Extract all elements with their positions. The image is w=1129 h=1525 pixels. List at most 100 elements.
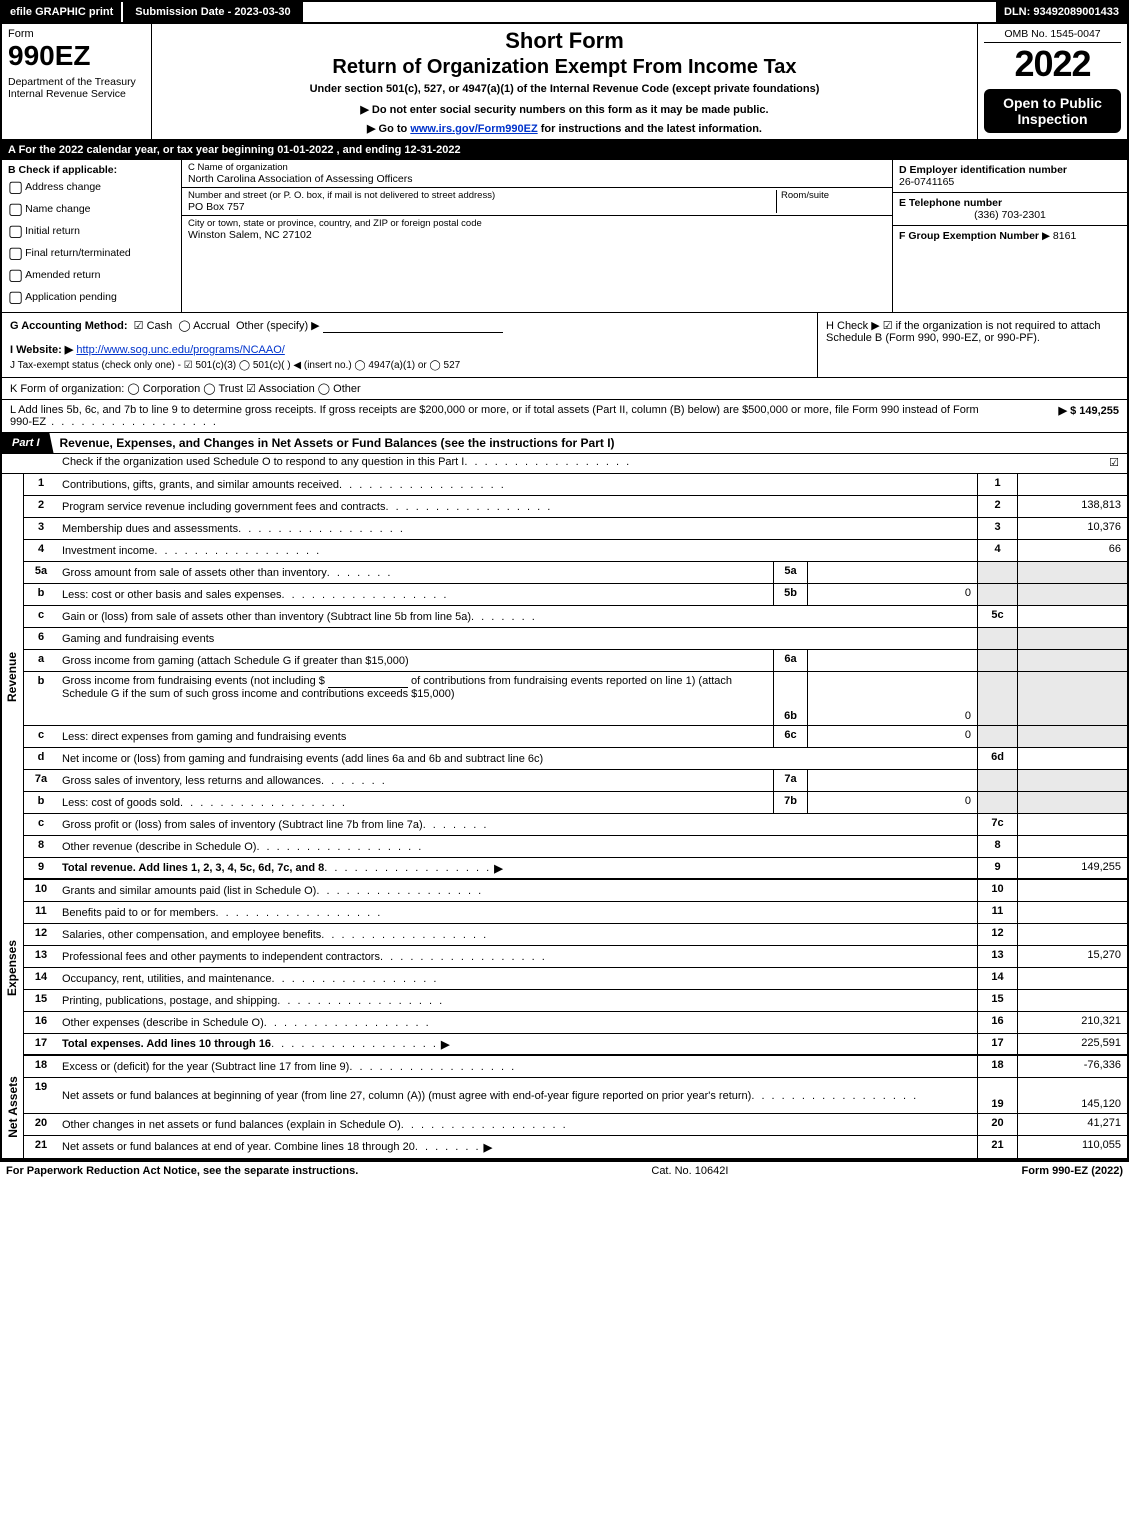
box-e: E Telephone number (336) 703-2301 bbox=[893, 193, 1127, 226]
line-4: 4 Investment income 4 66 bbox=[24, 540, 1127, 562]
ln15: 15 bbox=[24, 990, 58, 1011]
line-19: 19 Net assets or fund balances at beginn… bbox=[24, 1078, 1127, 1114]
ln6d: d bbox=[24, 748, 58, 769]
expense-lines: 10 Grants and similar amounts paid (list… bbox=[24, 880, 1127, 1056]
val11 bbox=[1017, 902, 1127, 923]
ld13: Professional fees and other payments to … bbox=[62, 951, 380, 963]
box13: 13 bbox=[977, 946, 1017, 967]
chk-cash[interactable]: ☑ bbox=[134, 320, 144, 332]
chk-accrual[interactable]: ◯ bbox=[178, 320, 190, 332]
box8: 8 bbox=[977, 836, 1017, 857]
box6d: 6d bbox=[977, 748, 1017, 769]
part1-header: Part I Revenue, Expenses, and Changes in… bbox=[0, 433, 1129, 454]
other-label: Other (specify) ▶ bbox=[236, 320, 320, 332]
box-b: B Check if applicable: ▢Address change ▢… bbox=[2, 160, 182, 312]
val5c bbox=[1017, 606, 1127, 627]
ld12: Salaries, other compensation, and employ… bbox=[62, 929, 321, 941]
ld14: Occupancy, rent, utilities, and maintena… bbox=[62, 973, 272, 985]
iv5b: 0 bbox=[807, 584, 977, 605]
line-21: 21 Net assets or fund balances at end of… bbox=[24, 1136, 1127, 1158]
accrual-label: Accrual bbox=[193, 320, 230, 332]
iv6c: 0 bbox=[807, 726, 977, 747]
box-c-name: C Name of organization North Carolina As… bbox=[182, 160, 892, 188]
chk-amended-return[interactable]: ▢Amended return bbox=[8, 264, 175, 286]
chk-application-pending[interactable]: ▢Application pending bbox=[8, 286, 175, 308]
shadeval6 bbox=[1017, 628, 1127, 649]
org-name: North Carolina Association of Assessing … bbox=[188, 173, 886, 185]
org-info-block: B Check if applicable: ▢Address change ▢… bbox=[0, 160, 1129, 313]
line-5b: b Less: cost or other basis and sales ex… bbox=[24, 584, 1127, 606]
note-goto-post: for instructions and the latest informat… bbox=[538, 123, 762, 135]
row-l-text: L Add lines 5b, 6c, and 7b to line 9 to … bbox=[10, 404, 989, 428]
chk-final-return[interactable]: ▢Final return/terminated bbox=[8, 242, 175, 264]
revenue-section: Revenue 1 Contributions, gifts, grants, … bbox=[0, 474, 1129, 880]
ib7a: 7a bbox=[773, 770, 807, 791]
box-d: D Employer identification number 26-0741… bbox=[893, 160, 1127, 193]
box15: 15 bbox=[977, 990, 1017, 1011]
footer-right: Form 990-EZ (2022) bbox=[1022, 1165, 1123, 1177]
val16: 210,321 bbox=[1017, 1012, 1127, 1033]
ln12: 12 bbox=[24, 924, 58, 945]
chk-address-change[interactable]: ▢Address change bbox=[8, 176, 175, 198]
efile-print-button[interactable]: efile GRAPHIC print bbox=[2, 2, 123, 22]
website-link[interactable]: http://www.sog.unc.edu/programs/NCAAO/ bbox=[76, 344, 284, 356]
val6d bbox=[1017, 748, 1127, 769]
ln13: 13 bbox=[24, 946, 58, 967]
box11: 11 bbox=[977, 902, 1017, 923]
f-label: F Group Exemption Number bbox=[899, 230, 1039, 242]
ln19: 19 bbox=[24, 1078, 58, 1113]
ln10: 10 bbox=[24, 880, 58, 901]
ln20: 20 bbox=[24, 1114, 58, 1135]
part1-schedule-o-chk[interactable]: ☑ bbox=[1109, 456, 1119, 469]
val21: 110,055 bbox=[1017, 1136, 1127, 1158]
chk-initial-return[interactable]: ▢Initial return bbox=[8, 220, 175, 242]
box-b-label: B Check if applicable: bbox=[8, 164, 175, 176]
row-j: J Tax-exempt status (check only one) - ☑… bbox=[10, 360, 809, 371]
ld6b1: Gross income from fundraising events (no… bbox=[62, 675, 325, 687]
row-l-val: ▶ $ 149,255 bbox=[989, 404, 1119, 428]
ld15: Printing, publications, postage, and shi… bbox=[62, 995, 277, 1007]
ib6c: 6c bbox=[773, 726, 807, 747]
chk-name-change[interactable]: ▢Name change bbox=[8, 198, 175, 220]
ld21: Net assets or fund balances at end of ye… bbox=[62, 1141, 415, 1153]
val1 bbox=[1017, 474, 1127, 495]
ln9: 9 bbox=[24, 858, 58, 878]
form-word: Form bbox=[8, 28, 145, 40]
box9: 9 bbox=[977, 858, 1017, 878]
ld5b: Less: cost or other basis and sales expe… bbox=[62, 589, 282, 601]
form-right-block: OMB No. 1545-0047 2022 Open to Public In… bbox=[977, 24, 1127, 139]
box3: 3 bbox=[977, 518, 1017, 539]
shadeval6c bbox=[1017, 726, 1127, 747]
cash-label: Cash bbox=[147, 320, 173, 332]
ln7b: b bbox=[24, 792, 58, 813]
row-k: K Form of organization: ◯ Corporation ◯ … bbox=[0, 378, 1129, 400]
submission-date: Submission Date - 2023-03-30 bbox=[123, 2, 302, 22]
row-g: G Accounting Method: ☑ Cash ◯ Accrual Ot… bbox=[2, 313, 817, 377]
box7c: 7c bbox=[977, 814, 1017, 835]
room-label: Room/suite bbox=[776, 190, 886, 213]
line-7b: b Less: cost of goods sold 7b 0 bbox=[24, 792, 1127, 814]
val20: 41,271 bbox=[1017, 1114, 1127, 1135]
title-subdesc: Under section 501(c), 527, or 4947(a)(1)… bbox=[158, 83, 971, 95]
note-ssn: ▶ Do not enter social security numbers o… bbox=[158, 103, 971, 116]
form-id-block: Form 990EZ Department of the Treasury In… bbox=[2, 24, 152, 139]
shade6 bbox=[977, 628, 1017, 649]
ld6a: Gross income from gaming (attach Schedul… bbox=[62, 655, 409, 667]
shade5b bbox=[977, 584, 1017, 605]
ld1: Contributions, gifts, grants, and simila… bbox=[62, 479, 339, 491]
line-20: 20 Other changes in net assets or fund b… bbox=[24, 1114, 1127, 1136]
ld6: Gaming and fundraising events bbox=[62, 633, 214, 645]
val9: 149,255 bbox=[1017, 858, 1127, 878]
irs-link[interactable]: www.irs.gov/Form990EZ bbox=[410, 123, 537, 135]
val10 bbox=[1017, 880, 1127, 901]
ld16: Other expenses (describe in Schedule O) bbox=[62, 1017, 264, 1029]
box20: 20 bbox=[977, 1114, 1017, 1135]
phone-val: (336) 703-2301 bbox=[899, 209, 1121, 221]
shadeval7a bbox=[1017, 770, 1127, 791]
box-def: D Employer identification number 26-0741… bbox=[892, 160, 1127, 312]
ld3: Membership dues and assessments bbox=[62, 523, 238, 535]
line-6b: b Gross income from fundraising events (… bbox=[24, 672, 1127, 726]
ln6c: c bbox=[24, 726, 58, 747]
title-main: Return of Organization Exempt From Incom… bbox=[158, 56, 971, 79]
shade6a bbox=[977, 650, 1017, 671]
